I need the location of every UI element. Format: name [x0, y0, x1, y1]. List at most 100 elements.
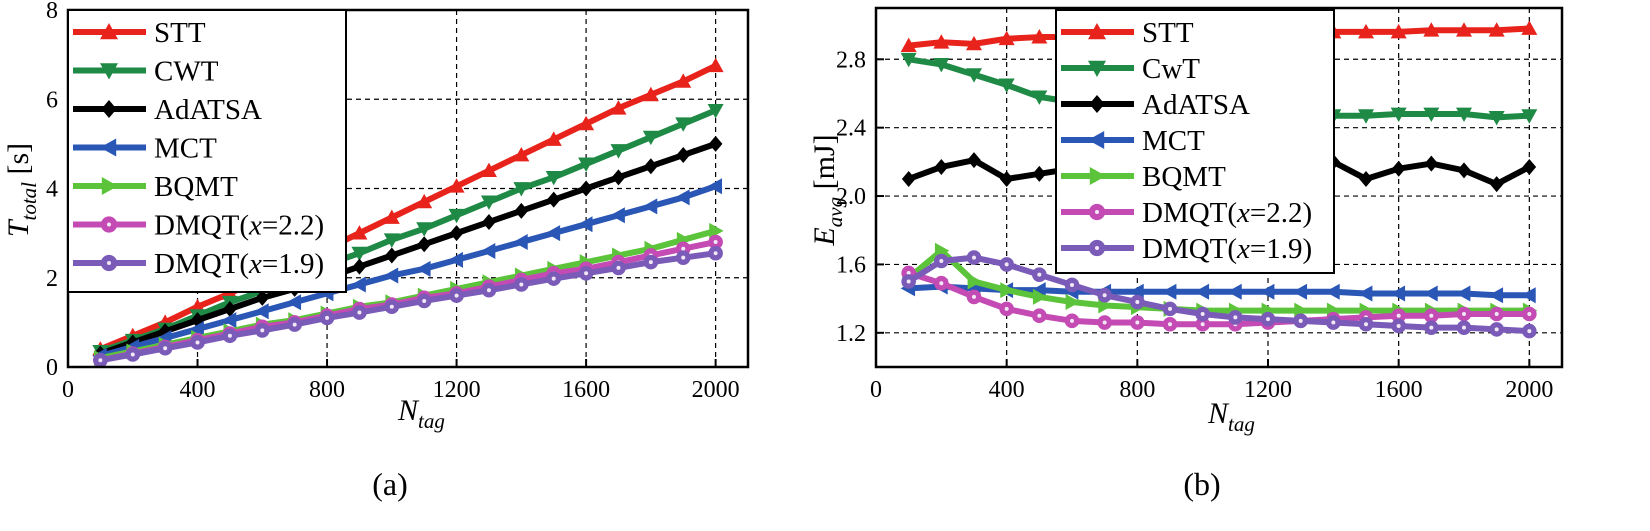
data-point — [417, 236, 431, 253]
x-tick-label: 1600 — [562, 377, 610, 403]
data-point — [966, 35, 982, 51]
data-point-highlight — [972, 294, 976, 299]
data-point — [966, 68, 982, 83]
data-point — [578, 157, 595, 172]
data-point — [1456, 107, 1472, 122]
data-point — [383, 233, 400, 248]
data-point-highlight — [1102, 320, 1107, 325]
y-axis-label-sub: total — [17, 182, 41, 221]
data-point-highlight — [551, 276, 556, 281]
legend-label-part: =2.2) — [262, 210, 324, 242]
data-point — [1031, 29, 1048, 44]
y-tick-label: 6 — [46, 87, 58, 113]
data-point — [513, 147, 530, 162]
x-tick-label: 400 — [180, 377, 216, 403]
data-point — [351, 246, 368, 262]
data-point-highlight — [1004, 262, 1009, 267]
legend-marker — [1088, 131, 1105, 149]
data-point-highlight — [681, 255, 686, 260]
y-axis-label-unit: [mJ] — [808, 134, 841, 197]
legend-label-part: x — [1236, 197, 1250, 229]
data-point-highlight — [681, 246, 686, 251]
data-point-highlight — [389, 304, 394, 309]
legend-label-part: STT — [154, 17, 206, 49]
data-point — [998, 78, 1015, 93]
data-point — [383, 267, 399, 284]
data-point-highlight — [906, 279, 911, 284]
data-point — [1521, 109, 1538, 124]
data-point-highlight — [939, 281, 944, 286]
data-point — [1390, 107, 1407, 122]
data-point — [1488, 287, 1504, 304]
data-point — [578, 216, 593, 233]
data-point — [998, 30, 1015, 46]
legend-marker — [100, 138, 117, 157]
data-point — [480, 242, 496, 259]
data-point-highlight — [1004, 306, 1009, 311]
data-point — [545, 225, 561, 242]
x-axis-label-main: N — [1207, 397, 1230, 430]
series-dmqt-x-1-9- — [901, 250, 1537, 339]
data-point — [1031, 90, 1048, 105]
data-point — [1390, 23, 1407, 39]
data-point — [1227, 283, 1242, 300]
data-point — [900, 52, 917, 68]
data-point — [546, 191, 561, 208]
data-point-highlight — [713, 251, 718, 256]
data-point — [610, 207, 625, 224]
y-axis-label-unit: [s] — [2, 143, 35, 182]
data-point — [545, 131, 562, 146]
data-point — [449, 225, 464, 242]
legend-item: DMQT(x=1.9) — [73, 248, 324, 280]
data-point-highlight — [163, 346, 168, 351]
legend-label-part: x — [248, 210, 262, 242]
data-point — [675, 73, 692, 88]
x-axis-label: Ntag — [397, 394, 445, 433]
legend-label-part: x — [1236, 233, 1250, 265]
data-point — [1065, 294, 1080, 311]
data-point — [351, 276, 366, 293]
data-point — [286, 294, 302, 311]
data-point — [676, 147, 691, 164]
data-point — [448, 178, 465, 193]
data-point — [513, 234, 528, 251]
legend-marker — [1088, 60, 1106, 77]
legend-label: MCT — [154, 133, 217, 165]
data-point — [482, 213, 496, 230]
data-point — [933, 58, 950, 73]
data-point — [1358, 109, 1374, 124]
data-point-highlight — [1168, 306, 1172, 311]
data-point-highlight — [227, 333, 232, 338]
x-tick-label: 1600 — [1375, 377, 1423, 403]
legend-label-part: DMQT( — [1142, 197, 1237, 229]
y-tick-label: 2.4 — [836, 116, 866, 142]
legend-label-part: CwT — [1142, 53, 1200, 85]
data-point — [1359, 170, 1373, 187]
data-point — [514, 202, 529, 219]
data-point — [254, 303, 269, 320]
data-point — [1456, 22, 1472, 37]
panel-caption: (b) — [1183, 466, 1220, 502]
data-point — [1423, 22, 1440, 37]
data-point — [578, 115, 595, 131]
data-point — [1358, 285, 1373, 302]
data-point — [642, 86, 659, 102]
data-point-highlight — [584, 271, 589, 276]
x-axis-label-sub: tag — [1228, 412, 1255, 436]
y-axis-label-sub: avg — [823, 197, 847, 227]
data-point — [1194, 283, 1210, 300]
data-point-highlight — [1527, 329, 1532, 334]
series-mct — [900, 278, 1536, 304]
data-point — [611, 169, 626, 186]
data-point-highlight — [1168, 322, 1172, 327]
data-point — [1358, 23, 1374, 39]
data-point-highlight — [1135, 320, 1140, 325]
y-tick-label: 0 — [46, 355, 58, 381]
data-point — [579, 180, 593, 197]
series-mct — [92, 178, 723, 364]
data-point — [642, 130, 659, 146]
legend-marker — [101, 177, 118, 195]
data-point-highlight — [1200, 312, 1205, 317]
data-point — [1521, 20, 1538, 35]
legend-label-part: BQMT — [154, 171, 238, 203]
